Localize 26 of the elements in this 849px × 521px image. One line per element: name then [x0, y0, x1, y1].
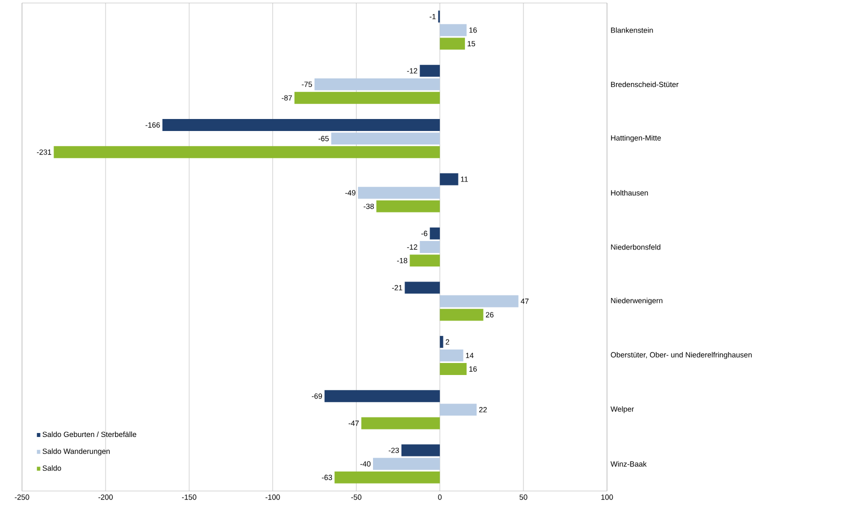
bar: [440, 24, 467, 36]
bar: [401, 444, 440, 456]
bar: [420, 241, 440, 253]
bar: [294, 92, 440, 104]
bar: [358, 186, 440, 199]
bar: [410, 254, 440, 267]
bar: [404, 282, 440, 294]
bar: [334, 471, 440, 484]
bar: [440, 404, 477, 416]
bar: [162, 119, 440, 131]
bar: [361, 417, 440, 430]
bar: [331, 132, 440, 145]
bar: [324, 390, 440, 402]
bar: [376, 200, 440, 212]
bar: [440, 38, 465, 50]
bar: [54, 146, 440, 158]
bar: [314, 78, 440, 90]
bar: [440, 363, 467, 375]
bar: [440, 336, 444, 348]
bar: [440, 173, 458, 186]
bar: [373, 458, 440, 470]
bar: [430, 227, 440, 240]
bar: [440, 349, 464, 362]
bar: [420, 64, 440, 77]
bar: [440, 308, 484, 321]
bar: [440, 295, 518, 308]
